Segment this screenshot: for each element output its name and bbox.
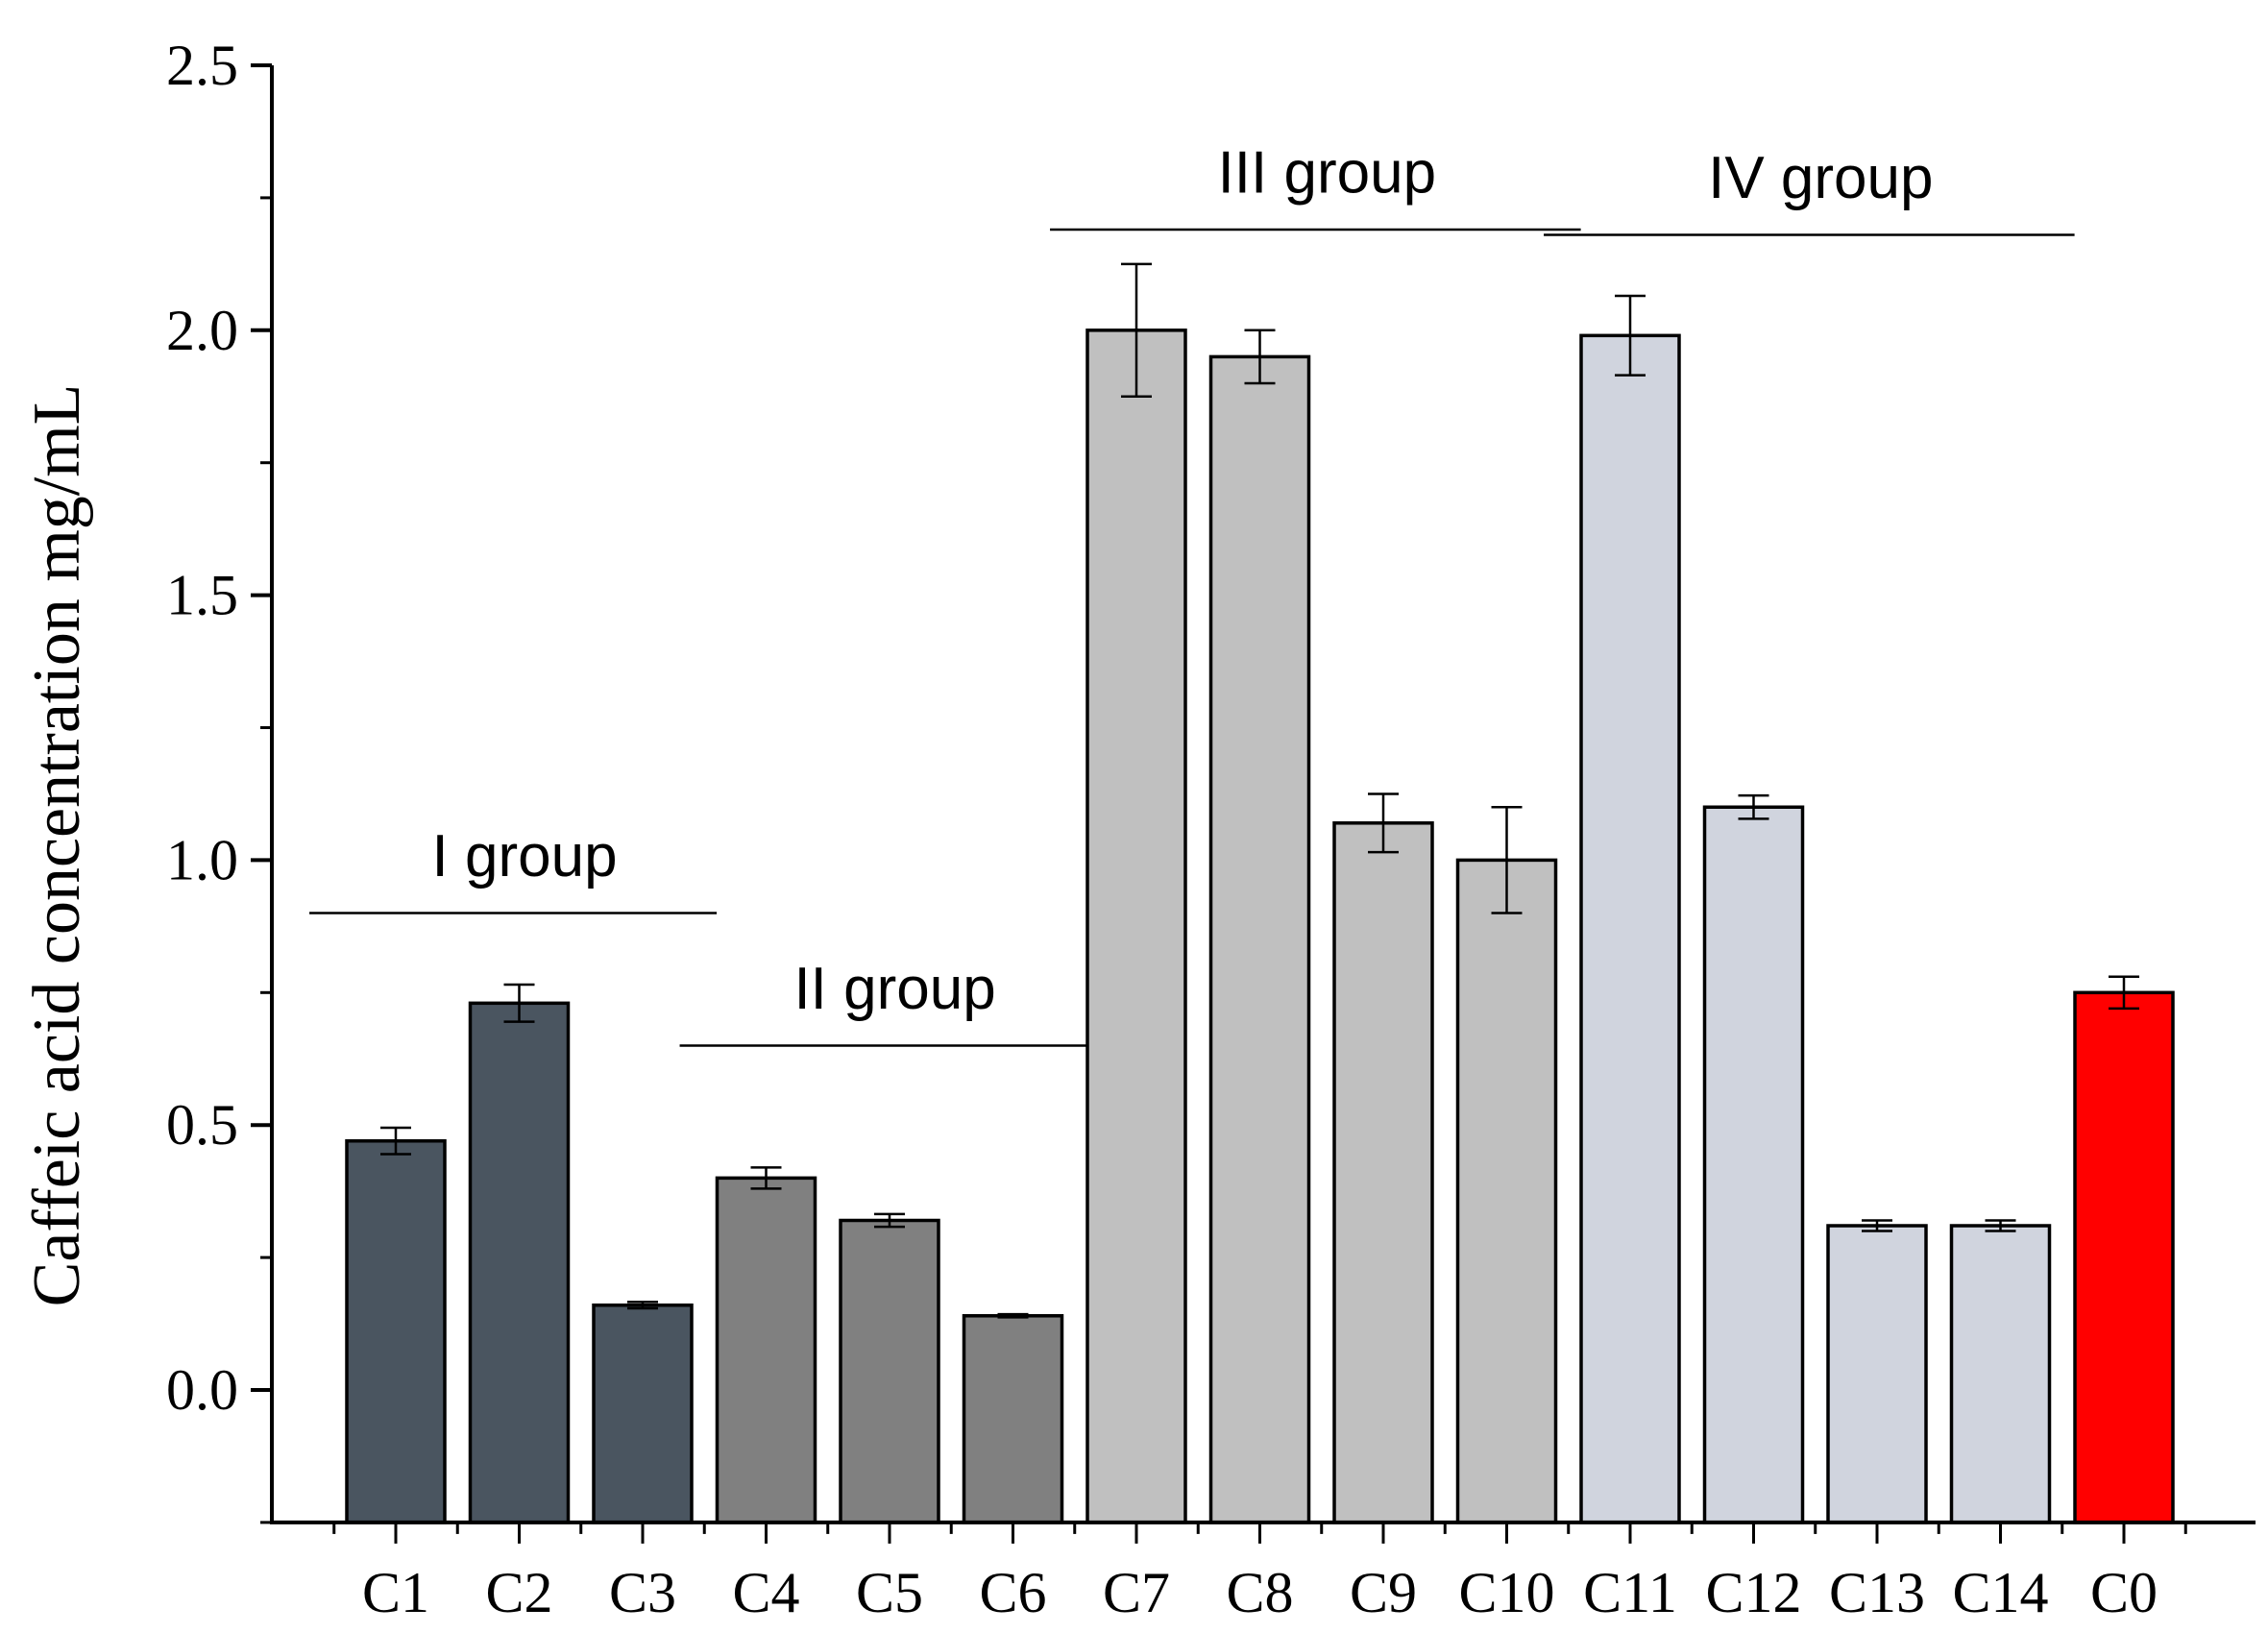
bar-c3 <box>592 1303 694 1524</box>
x-axis-ticks: C1 C2 C3 C4 C5 C6 C7 C8 C9 C10 C11 C12 C13 C14 C0 <box>332 1522 2187 1624</box>
x-tick-label: C3 <box>609 1561 676 1624</box>
error-bar-c0 <box>2109 975 2139 1011</box>
y-tick-label: 2.0 <box>166 299 238 362</box>
bar-c10 <box>1455 858 1558 1524</box>
bar-c12 <box>1702 805 1805 1524</box>
bars <box>345 329 2175 1524</box>
error-bar-c4 <box>750 1166 782 1190</box>
x-tick-label: C11 <box>1583 1561 1677 1624</box>
x-tick-label: C5 <box>856 1561 923 1624</box>
bar-c6 <box>962 1314 1064 1524</box>
error-bar-c7 <box>1121 262 1152 398</box>
x-tick-label: C7 <box>1103 1561 1170 1624</box>
group-label: III group <box>1218 139 1436 206</box>
bar-c0 <box>2073 990 2175 1524</box>
x-tick-label: C6 <box>979 1561 1046 1624</box>
x-tick-label: C13 <box>1829 1561 1925 1624</box>
error-bar-c3 <box>627 1301 658 1310</box>
error-bar-c5 <box>874 1212 905 1229</box>
error-bar-c14 <box>1985 1219 2016 1232</box>
error-bar-c8 <box>1244 329 1276 385</box>
error-bar-c1 <box>380 1126 411 1156</box>
error-bars <box>380 262 2139 1319</box>
bar-c14 <box>1949 1224 2052 1524</box>
bar-c5 <box>839 1218 940 1524</box>
error-bar-c10 <box>1491 805 1523 914</box>
y-tick-label: 2.5 <box>166 34 238 97</box>
x-tick-label: C12 <box>1705 1561 1801 1624</box>
x-tick-label: C8 <box>1226 1561 1293 1624</box>
x-tick-label: C1 <box>362 1561 429 1624</box>
x-tick-label: C10 <box>1458 1561 1554 1624</box>
group-label: I group <box>432 823 618 890</box>
bar-c11 <box>1579 333 1681 1524</box>
error-bar-c13 <box>1862 1219 1892 1232</box>
group-annotations: I group II group III group IV group <box>309 139 2075 1047</box>
bar-c7 <box>1085 329 1187 1524</box>
x-tick-label: C9 <box>1350 1561 1417 1624</box>
x-tick-label: C2 <box>485 1561 552 1624</box>
y-axis-label: Caffeic acid concentration mg/mL <box>20 384 94 1307</box>
error-bar-c9 <box>1368 792 1399 854</box>
error-bar-c11 <box>1615 294 1646 377</box>
error-bar-c12 <box>1738 793 1769 820</box>
bar-c13 <box>1826 1224 1928 1524</box>
error-bar-c6 <box>997 1312 1029 1319</box>
group-label: II group <box>793 956 995 1022</box>
axes <box>270 65 2256 1524</box>
y-tick-label: 0.5 <box>166 1093 238 1157</box>
y-tick-label: 0.0 <box>166 1358 238 1422</box>
y-tick-label: 1.5 <box>166 564 238 627</box>
y-tick-label: 1.0 <box>166 828 238 891</box>
error-bar-c2 <box>503 983 535 1023</box>
bar-c2 <box>468 1001 571 1524</box>
group-label: IV group <box>1708 145 1933 211</box>
x-tick-label: C4 <box>732 1561 799 1624</box>
bar-c9 <box>1332 821 1434 1524</box>
bar-c4 <box>715 1176 817 1524</box>
bar-c1 <box>345 1138 447 1524</box>
bar-c8 <box>1208 354 1311 1524</box>
x-tick-label: C14 <box>1952 1561 2048 1624</box>
x-tick-label: C0 <box>2090 1561 2158 1624</box>
y-axis-ticks: 0.0 0.5 1.0 1.5 2.0 2.5 <box>166 34 272 1524</box>
